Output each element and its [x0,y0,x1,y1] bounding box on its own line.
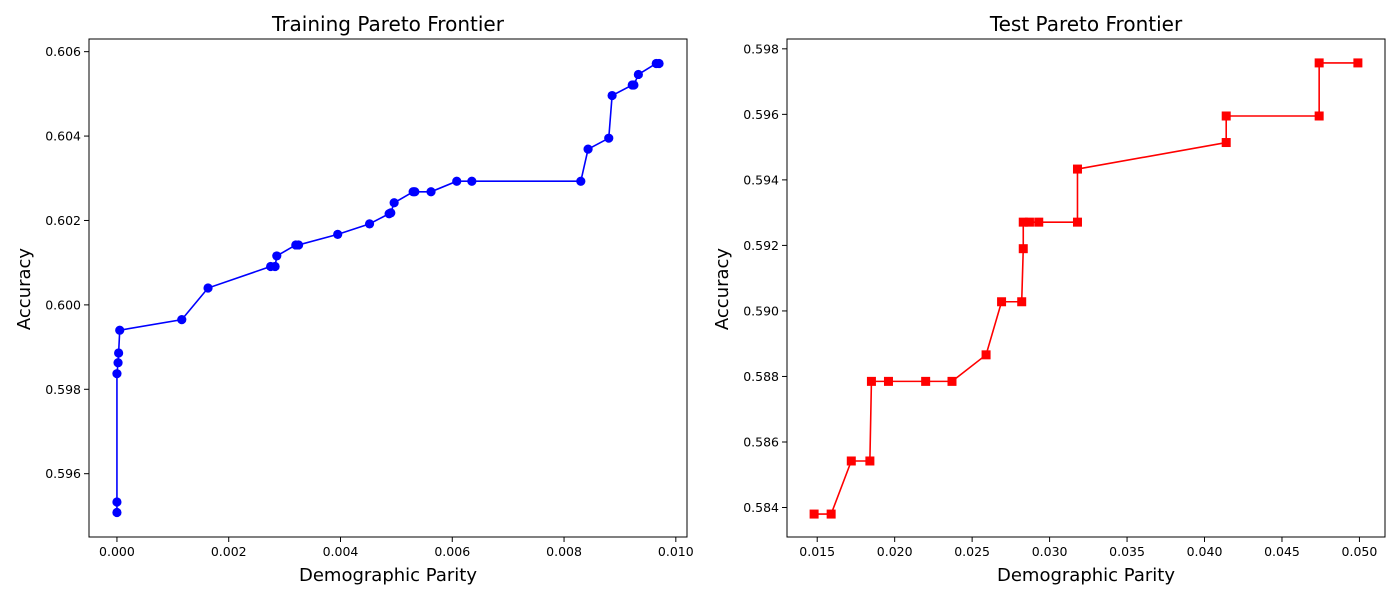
training-data-point [272,251,282,261]
test-x-tick-label: 0.015 [799,544,835,559]
test-x-tick-label: 0.045 [1264,544,1300,559]
test-x-tick-label: 0.040 [1187,544,1223,559]
training-chart-title: Training Pareto Frontier [271,12,505,36]
test-data-point [1353,58,1363,68]
training-data-point [364,219,375,229]
training-data-point [607,90,617,101]
training-x-tick-label: 0.008 [546,544,582,559]
test-data-point [1018,217,1028,227]
test-data-point [866,376,876,386]
test-data-point [1221,138,1231,148]
test-chart: Test Pareto Frontier Demographic Parity … [712,12,1386,586]
test-data-point [1314,58,1324,68]
training-data-point [389,198,399,208]
training-data-point [386,208,396,218]
test-data-point [883,376,893,386]
training-y-tick-label: 0.602 [45,213,81,228]
training-x-tick-label: 0.000 [99,544,135,559]
training-data-point [270,261,280,272]
test-x-tick-label: 0.035 [1109,544,1145,559]
training-x-axis-label: Demographic Parity [299,565,477,586]
training-data-point [112,507,122,518]
test-x-tick-label: 0.020 [877,544,913,559]
training-y-tick-label: 0.606 [45,44,81,59]
training-data-point [113,358,123,368]
test-data-point [865,456,875,466]
training-data-point [604,133,614,143]
test-y-tick-label: 0.586 [743,434,779,449]
test-data-point [826,509,836,519]
test-data-point [1018,244,1028,254]
training-data-point [410,187,420,197]
training-x-tick-label: 0.006 [434,544,470,559]
test-x-tick-label: 0.025 [954,544,990,559]
training-data-point [177,315,187,325]
test-y-axis-label: Accuracy [712,248,733,331]
test-y-tick-label: 0.590 [743,303,779,318]
test-data-point [981,350,991,360]
test-data-point [947,376,957,386]
test-x-axis-label: Demographic Parity [997,565,1175,586]
training-data-point [576,176,586,186]
test-data-point [1072,217,1082,227]
test-data-point [846,456,856,466]
test-y-tick-label: 0.594 [743,172,779,187]
training-data-point [203,283,213,293]
test-data-point [1221,111,1231,121]
test-y-tick-label: 0.598 [743,41,779,56]
training-data-point [452,176,462,186]
training-data-point [583,144,593,154]
test-chart-title: Test Pareto Frontier [989,12,1183,36]
test-data-point [1072,164,1082,174]
training-data-point [112,497,122,507]
test-y-tick-label: 0.588 [743,369,779,384]
training-y-axis-label: Accuracy [14,248,35,331]
test-y-tick-label: 0.584 [743,500,779,515]
test-data-point [921,376,931,386]
test-data-point [1034,217,1044,227]
test-data-point [1314,111,1324,121]
training-chart: Training Pareto Frontier Demographic Par… [14,12,694,586]
test-x-tick-label: 0.030 [1032,544,1068,559]
training-data-point [629,80,639,90]
training-plot-frame [88,38,688,538]
training-data-point [654,58,664,69]
test-x-tick-label: 0.050 [1342,544,1378,559]
test-plot-frame [786,38,1386,538]
training-x-tick-label: 0.004 [323,544,359,559]
test-series-line [814,62,1358,515]
training-data-point [114,348,124,358]
training-data-point [115,325,125,335]
training-x-tick-label: 0.002 [211,544,247,559]
test-data-point [997,297,1007,307]
test-data-point [809,509,819,519]
training-y-tick-label: 0.598 [45,382,81,397]
training-y-tick-label: 0.600 [45,297,81,312]
training-data-point [633,69,643,80]
training-y-tick-label: 0.604 [45,129,81,144]
training-data-point [293,240,304,250]
test-y-tick-label: 0.592 [743,238,779,253]
training-data-point [333,229,343,240]
training-x-tick-label: 0.010 [658,544,694,559]
training-data-point [467,176,477,186]
test-data-point [1024,217,1034,227]
training-y-tick-label: 0.596 [45,466,81,481]
training-data-point [112,369,122,379]
test-y-tick-label: 0.596 [743,107,779,122]
training-data-point [426,187,436,197]
test-data-point [1017,297,1027,307]
